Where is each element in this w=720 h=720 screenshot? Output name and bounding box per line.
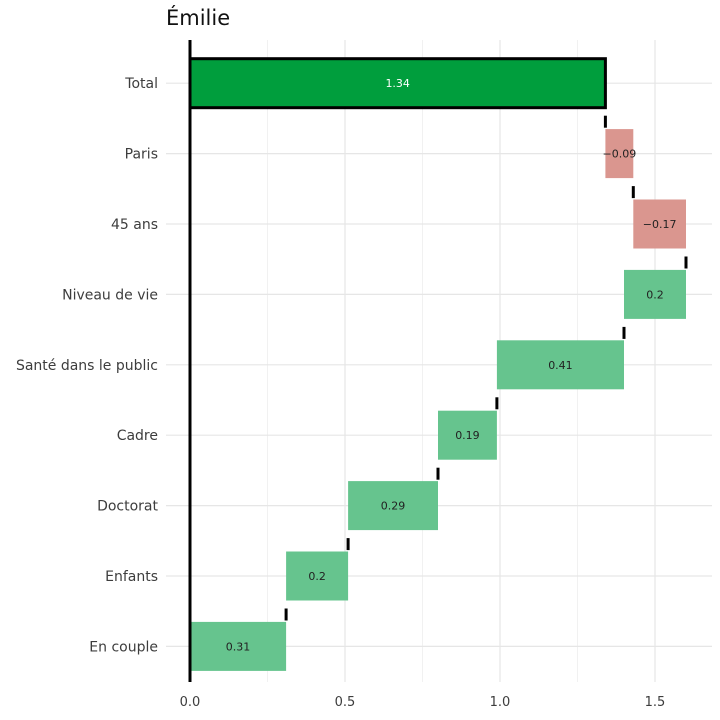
bar-paris: [605, 129, 634, 179]
bar-en-couple: [190, 621, 287, 671]
bar-niveau-de-vie: [624, 269, 686, 319]
value-label: −0.17: [643, 218, 677, 231]
y-tick-label: Santé dans le public: [16, 358, 158, 374]
value-label: 1.34: [385, 77, 410, 90]
bar-total: [188, 57, 607, 110]
value-labels: 1.34 −0.09 −0.17 0.2 0.41 0.19 0.29 0.2 0.31: [226, 77, 677, 653]
x-tick-label: 1.0: [490, 695, 511, 710]
chart-title: Émilie: [166, 5, 230, 30]
value-label: 0.19: [455, 429, 480, 442]
value-label: 0.29: [381, 500, 406, 513]
y-tick-label: Total: [124, 76, 158, 92]
y-axis-labels: Total Paris 45 ans Niveau de vie Santé dans …: [16, 76, 159, 655]
bar-doctorat: [348, 481, 438, 531]
value-label: 0.41: [548, 359, 573, 372]
value-label: 0.2: [646, 288, 664, 301]
value-label: −0.09: [602, 148, 636, 161]
bar-sant-dans-le-public: [496, 340, 624, 390]
y-tick-label: Paris: [125, 147, 158, 163]
y-tick-label: Enfants: [105, 569, 158, 585]
x-tick-label: 1.5: [645, 695, 666, 710]
y-tick-label: Niveau de vie: [62, 287, 158, 303]
step-connectors: [284, 115, 688, 621]
bar-enfants: [286, 551, 349, 601]
x-tick-label: 0.5: [335, 695, 356, 710]
value-label: 0.2: [308, 570, 326, 583]
bar-cadre: [438, 410, 497, 460]
waterfall-bars: [188, 57, 686, 671]
x-axis-tick-labels: 0.0 0.5 1.0 1.5: [180, 695, 666, 710]
y-tick-label: 45 ans: [111, 217, 158, 233]
bar-45-ans: [633, 199, 686, 249]
y-tick-label: En couple: [89, 639, 158, 655]
y-tick-label: Cadre: [117, 428, 158, 444]
value-label: 0.31: [226, 640, 251, 653]
y-tick-label: Doctorat: [97, 499, 158, 515]
x-tick-label: 0.0: [180, 695, 201, 710]
